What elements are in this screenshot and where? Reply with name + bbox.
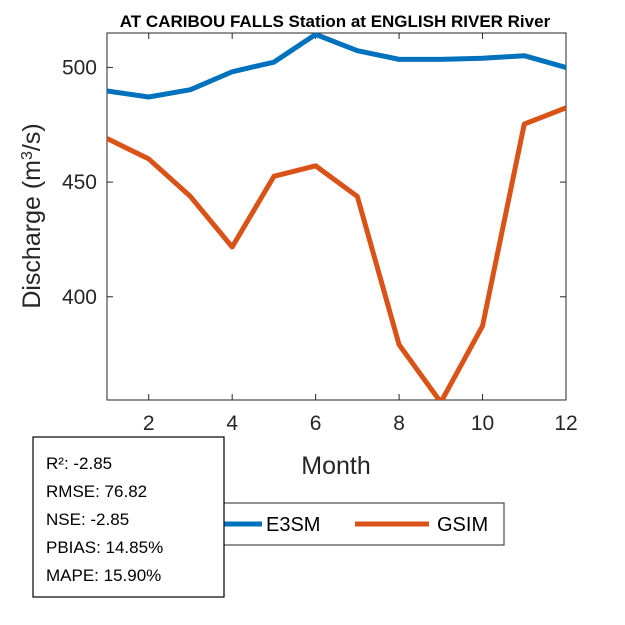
y-axis-ticks: 400 450 500 <box>62 56 566 309</box>
y-tick-label: 500 <box>62 56 97 79</box>
x-tick-label: 12 <box>554 412 577 435</box>
series-line-e3sm <box>107 33 566 100</box>
stat-pbias: PBIAS: 14.85% <box>46 538 163 557</box>
stat-r2: R²: -2.85 <box>46 454 112 473</box>
x-tick-label: 2 <box>143 412 155 435</box>
y-axis-label: Discharge (m3/s) <box>18 123 46 308</box>
x-tick-label: 6 <box>310 412 322 435</box>
x-axis-ticks: 2 4 6 8 10 12 <box>143 33 578 435</box>
y-tick-label: 400 <box>62 286 97 309</box>
series-lines <box>107 33 566 400</box>
y-axis-label-tail: /s) <box>18 123 46 151</box>
x-tick-label: 10 <box>471 412 494 435</box>
y-tick-label: 450 <box>62 171 97 194</box>
legend: E3SM GSIM <box>216 502 505 546</box>
stats-box: R²: -2.85 RMSE: 76.82 NSE: -2.85 PBIAS: … <box>32 436 225 598</box>
stat-mape: MAPE: 15.90% <box>46 566 161 585</box>
y-axis-label-sup: 3 <box>19 151 36 160</box>
stat-rmse: RMSE: 76.82 <box>46 482 147 501</box>
chart-title: AT CARIBOU FALLS Station at ENGLISH RIVE… <box>120 12 551 31</box>
stat-nse: NSE: -2.85 <box>46 510 129 529</box>
series-line-gsim <box>107 105 566 400</box>
x-axis-label: Month <box>301 452 370 480</box>
y-axis-label-main: Discharge (m <box>18 160 46 309</box>
legend-label-e3sm: E3SM <box>266 514 320 536</box>
legend-label-gsim: GSIM <box>437 514 488 536</box>
stats-box-frame <box>32 436 225 598</box>
x-tick-label: 8 <box>393 412 405 435</box>
plot-area <box>106 32 567 401</box>
x-tick-label: 4 <box>226 412 238 435</box>
